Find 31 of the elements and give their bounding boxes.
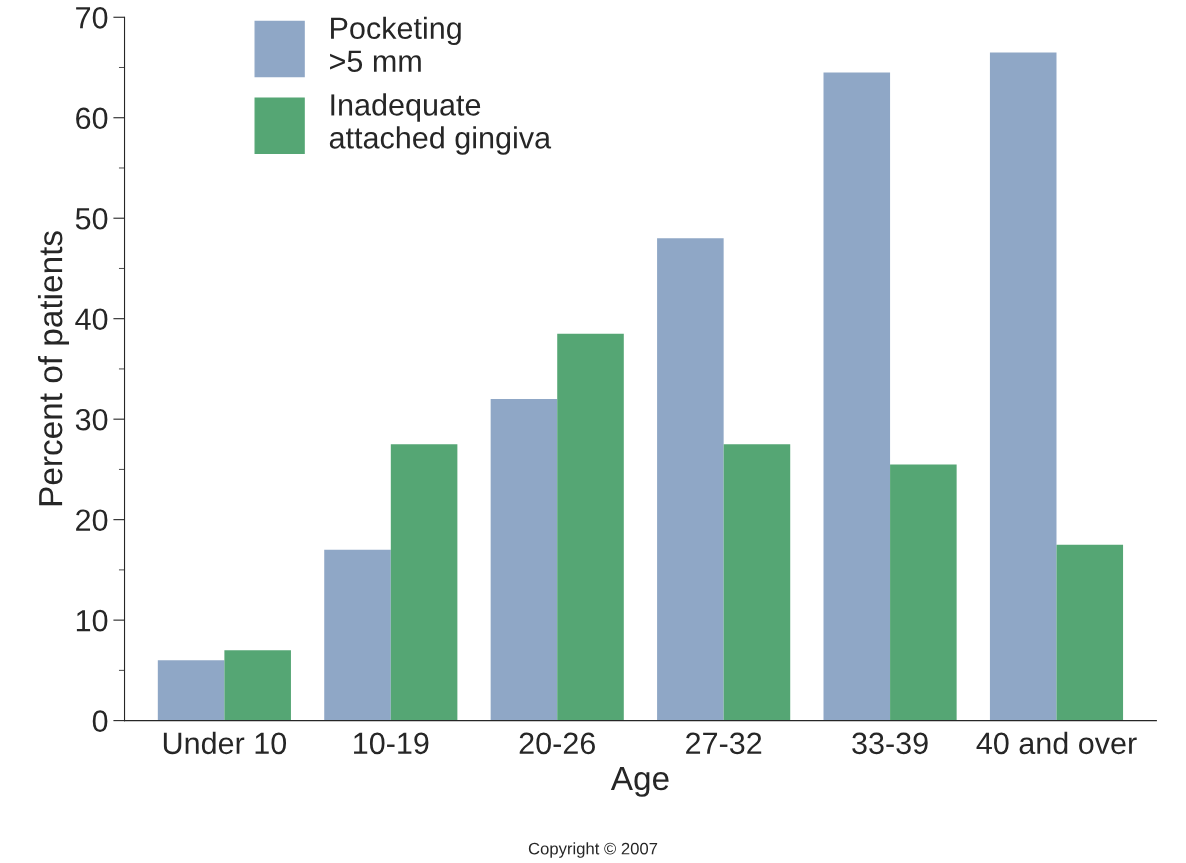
x-tick-label: 27-32 bbox=[686, 732, 762, 755]
bar bbox=[723, 444, 791, 721]
text: Copyright © 2007 bbox=[528, 842, 658, 858]
y-tick-label: 50 bbox=[75, 207, 108, 230]
x-tick-label: 10-19 bbox=[354, 732, 429, 755]
x-tick-label: 20-26 bbox=[519, 732, 595, 755]
y-tick-label: 30 bbox=[75, 408, 108, 431]
x-tick-label: 40 and over bbox=[976, 731, 1137, 755]
bar bbox=[989, 52, 1057, 721]
bar bbox=[324, 549, 391, 721]
x-axis-title: Age bbox=[610, 766, 669, 797]
y-tick-label: 70 bbox=[76, 7, 108, 29]
legend-label: Pocketing >5 mm bbox=[330, 16, 461, 72]
bar bbox=[823, 72, 891, 721]
bar bbox=[390, 444, 458, 721]
y-tick-label: 60 bbox=[76, 107, 108, 130]
bar bbox=[224, 650, 291, 721]
y-tick-label: 40 bbox=[75, 308, 108, 331]
bar bbox=[157, 660, 225, 721]
y-tick-label: 10 bbox=[76, 609, 108, 632]
bar bbox=[557, 333, 624, 721]
x-tick-label: 33-39 bbox=[852, 732, 928, 755]
legend-label: Inadequate attached gingiva bbox=[329, 93, 552, 155]
bar bbox=[657, 238, 724, 721]
y-tick-label: 20 bbox=[76, 509, 108, 532]
x-tick-label: Under 10 bbox=[163, 731, 287, 755]
bar bbox=[890, 464, 957, 721]
bar bbox=[1056, 544, 1124, 721]
y-axis-title: Percent of patients bbox=[37, 231, 70, 506]
bar bbox=[490, 399, 558, 721]
y-tick-label: 0 bbox=[92, 710, 108, 732]
